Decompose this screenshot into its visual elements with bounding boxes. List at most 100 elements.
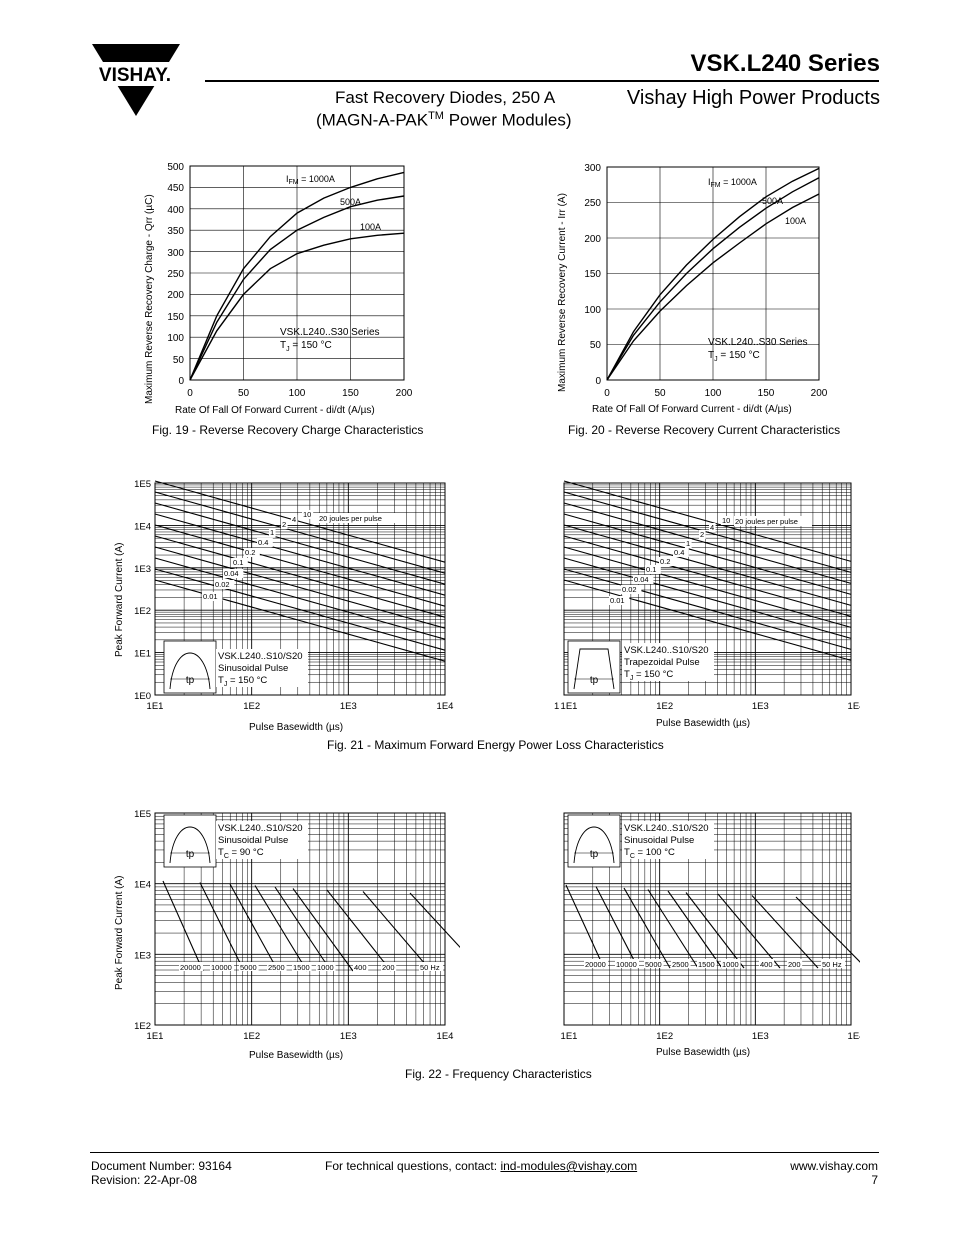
freq-label: 5000 [240,963,257,972]
series-line-5 [685,892,745,969]
freq-labels: 20000 10000 5000 2500 1500 1000 400 200 50 Hz [179,962,443,972]
curve-family [162,880,460,972]
fig19-grid [189,165,405,381]
freq-label: 200 [382,963,395,972]
energy-label: 0.04 [224,569,239,578]
fig20-note-2: TJ = 150 °C [708,350,760,363]
svg-text:Trapezoidal Pulse: Trapezoidal Pulse [624,657,700,668]
svg-text:VSK.L240..S10/S20: VSK.L240..S10/S20 [218,651,303,662]
energy-label: 2 [282,520,286,529]
fig21-caption: Fig. 21 - Maximum Forward Energy Power L… [327,738,664,752]
fig19-xtick: 200 [396,388,413,399]
x-tick-prefix: 1 [554,701,559,712]
fig19-xtick: 0 [187,388,193,399]
fig21-left-xlabel: Pulse Basewidth (µs) [249,722,344,733]
fig19-curves [189,171,405,381]
series-line-6 [717,893,781,969]
y-tick: 1E2 [134,1021,151,1032]
series-line-8 [154,568,446,651]
contact-email-link[interactable]: ind-modules@vishay.com [500,1159,638,1173]
series-line-6 [154,546,446,629]
fig19-curve-label-mid: 500A [340,197,361,207]
series-line-1 [154,491,446,574]
series-line-2 [623,887,671,969]
series-line-2 [189,232,405,381]
x-tick: 1E3 [752,1031,769,1042]
fig20-ytick: 200 [584,234,601,245]
fig19-note-2: TJ = 150 °C [280,340,332,353]
svg-text:TJ = 150 °C: TJ = 150 °C [624,669,673,682]
joules-label: 20 joules per pulse [735,517,798,526]
series-line-7 [154,557,446,640]
energy-label: 0.01 [610,596,625,605]
fig20-chart: 0 50 100 150 200 250 300 0 50 100 150 20… [584,163,828,399]
x-tick: 1E2 [243,1031,260,1042]
series-line-1 [606,177,820,381]
fig19-xtick: 150 [342,388,359,399]
freq-label: 10000 [211,963,232,972]
fig22-left-xlabel: Pulse Basewidth (µs) [249,1050,344,1061]
brand-products: Vishay High Power Products [626,87,880,109]
fig20-curve-label-top: IFM = 1000A [708,177,757,189]
svg-text:VSK.L240..S10/S20: VSK.L240..S10/S20 [624,823,709,834]
freq-label: 50 Hz [822,960,842,969]
fig22-right-xlabel: Pulse Basewidth (µs) [656,1047,751,1058]
series-line-6 [326,889,392,972]
fig20-ytick: 250 [584,198,601,209]
freq-label: 1500 [293,963,310,972]
freq-label: 20000 [180,963,201,972]
fig19-ytick: 0 [178,376,184,387]
energy-label: 0.2 [660,557,670,566]
pulse-label: tp [186,849,195,860]
fig20-xtick: 200 [811,388,828,399]
series-line-3 [254,885,308,972]
series-line-4 [667,890,723,969]
x-tick: 1E1 [147,1031,164,1042]
fig20-ytick: 100 [584,305,601,316]
svg-text:Sinusoidal Pulse: Sinusoidal Pulse [624,835,694,846]
series-line-1 [199,882,245,972]
energy-label: 0.02 [215,580,230,589]
x-tick: 1E1 [147,701,164,712]
fig19-ytick: 400 [167,205,184,216]
series-line-3 [647,889,699,969]
series-line-3 [154,513,446,596]
fig20-xlabel: Rate Of Fall Of Forward Current - di/dt … [592,404,792,415]
series-line-2 [563,502,852,584]
freq-label: 2500 [268,963,285,972]
series-line-9 [563,579,852,661]
pulse-label: tp [590,849,599,860]
fig22-caption: Fig. 22 - Frequency Characteristics [405,1067,592,1081]
freq-label: 400 [760,960,773,969]
x-tick: 1E4 [437,1031,454,1042]
x-tick: 1E3 [340,701,357,712]
fig20-xtick: 50 [654,388,666,399]
curve-family [565,884,860,969]
x-tick: 1E2 [656,701,673,712]
freq-labels: 20000 10000 5000 2500 1500 1000 400 200 50 Hz [584,959,845,969]
energy-label: 1 [270,528,274,537]
y-tick: 1E5 [134,479,151,490]
series-line-5 [154,535,446,618]
svg-text:VSK.L240..S10/S20: VSK.L240..S10/S20 [624,645,709,656]
fig19-ytick: 50 [173,355,185,366]
x-tick: 1E4 [437,701,454,712]
energy-label: 1 [686,539,690,548]
x-tick: 1E3 [340,1031,357,1042]
fig20-note-1: VSK.L240..S30 Series [708,337,808,348]
fig20-xtick: 0 [604,388,610,399]
doc-number: Document Number: 93164 [91,1159,232,1173]
energy-label: 10 [303,510,311,519]
fig19-ytick: 250 [167,269,184,280]
pulse-shape-icon: tp [163,640,217,694]
x-tick: 1E4 [848,1031,860,1042]
energy-label: 0.4 [258,538,268,547]
fig19-ytick: 350 [167,226,184,237]
energy-label: 2 [700,530,704,539]
fig19-ytick: 150 [167,312,184,323]
freq-label: 1500 [698,960,715,969]
fig19-ytick: 500 [167,162,184,173]
